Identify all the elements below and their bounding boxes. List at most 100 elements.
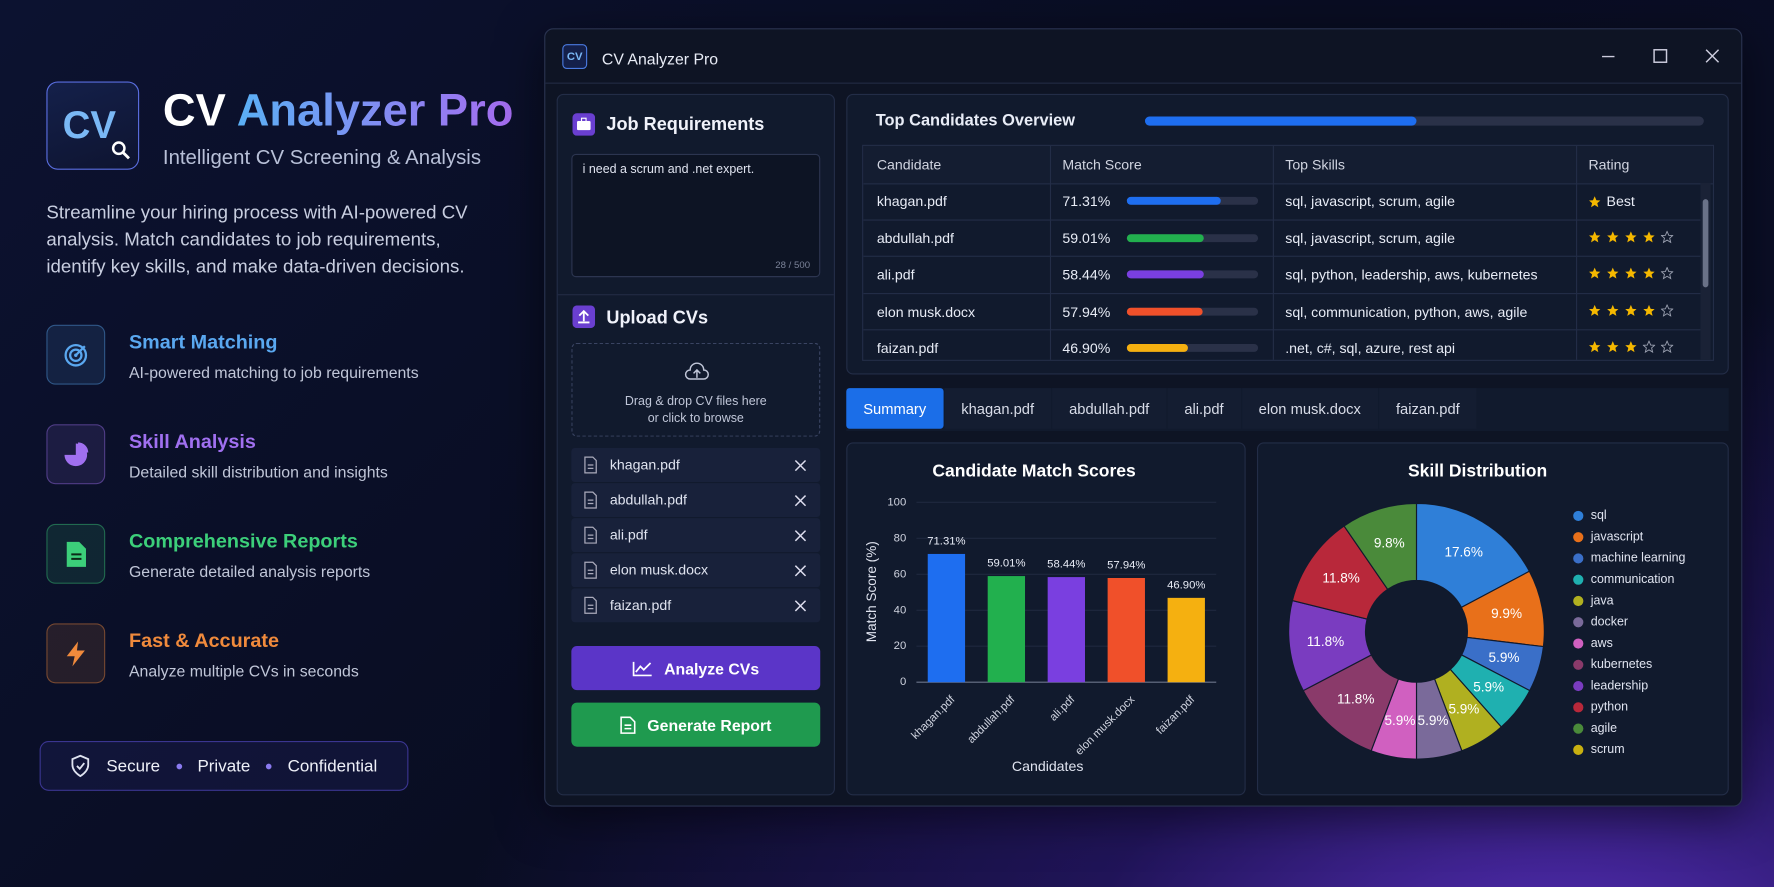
column-divider: [1049, 145, 1052, 360]
file-icon: [584, 526, 597, 544]
top-skills: sql, python, leadership, aws, kubernetes: [1285, 267, 1538, 284]
icon-part: [71, 552, 82, 560]
top-skills: sql, communication, python, aws, agile: [1285, 304, 1528, 320]
rating: [1588, 304, 1674, 317]
score-label: 57.94%: [1062, 304, 1111, 320]
overview-panel: [846, 93, 1729, 375]
tab[interactable]: faizan.pdf: [1378, 388, 1477, 429]
slice-label: 5.9%: [1418, 713, 1449, 728]
progress-track: [1144, 116, 1704, 126]
close[interactable]: [1705, 49, 1720, 63]
tab[interactable]: abdullah.pdf: [1052, 388, 1167, 429]
upload-icon: [572, 305, 596, 329]
legend-swatch: [1573, 510, 1584, 522]
analyze-button[interactable]: Analyze CVs: [571, 646, 821, 691]
feature-title: Fast & Accurate: [128, 629, 279, 652]
rating: Best: [1588, 193, 1635, 209]
remove-file[interactable]: [794, 494, 807, 507]
icon-part: [1589, 230, 1601, 242]
icon-part: [1589, 195, 1601, 207]
feature-description: AI-powered matching to job requirements: [128, 363, 419, 382]
score-bar: [1126, 344, 1189, 353]
column-divider: [1576, 145, 1578, 360]
value-label: 46.90%: [1167, 579, 1205, 591]
tab[interactable]: Summary: [846, 388, 944, 429]
report-button[interactable]: Generate Report: [571, 702, 821, 747]
table-row: faizan.pdf 46.90% .net, c#, sql, azure, re…: [863, 331, 1700, 360]
legend-label: javascript: [1590, 529, 1644, 543]
icon-part: [1589, 341, 1601, 353]
x-tick-label: faizan.pdf: [1154, 693, 1198, 737]
scroll-thumb[interactable]: [1702, 199, 1709, 288]
score-bar: [1126, 307, 1203, 316]
legend-label: python: [1591, 700, 1628, 714]
icon-part: [66, 640, 85, 666]
file-name: ali.pdf: [609, 527, 648, 544]
legend-swatch: [1573, 680, 1584, 692]
report-label: Generate Report: [647, 715, 772, 734]
file-name: abdullah.pdf: [609, 492, 687, 508]
remove-file[interactable]: [794, 600, 807, 612]
upload-title: Upload CVs: [606, 308, 709, 329]
job-title: Job Requirements: [606, 115, 765, 135]
maximize[interactable]: [1653, 49, 1668, 63]
legend-swatch: [1573, 744, 1584, 755]
score-label: 71.31%: [1062, 193, 1111, 210]
tab[interactable]: elon musk.docx: [1241, 388, 1378, 429]
feature-glyph: [66, 640, 85, 666]
badge: Private: [197, 756, 251, 776]
legend-label: agile: [1591, 721, 1617, 735]
window-controls[interactable]: [1595, 45, 1725, 68]
star: [1625, 267, 1637, 279]
file-row: abdullah.pdf: [571, 483, 821, 518]
candidate-name: khagan.pdf: [876, 193, 947, 210]
value-label: 58.44%: [1047, 559, 1085, 571]
icon-part: [71, 754, 90, 778]
star: [1589, 230, 1601, 242]
star: [1660, 304, 1674, 317]
icon-part: [794, 600, 807, 612]
icon-part: [1642, 340, 1656, 354]
tab[interactable]: khagan.pdf: [944, 388, 1052, 429]
icon-part: [64, 343, 88, 367]
cloud-icon: [684, 362, 709, 380]
score-bar: [1126, 270, 1204, 279]
y-tick-label: 80: [894, 532, 907, 544]
table-row: khagan.pdf 71.31% sql, javascript, scrum, …: [863, 183, 1701, 221]
scrollbar[interactable]: [1700, 183, 1711, 360]
icon-part: [584, 526, 597, 544]
feature-glyph: [64, 343, 88, 367]
score-label: 46.90%: [1062, 340, 1111, 357]
icon-part: [794, 459, 807, 472]
slice-label: 5.9%: [1489, 650, 1520, 665]
remove-file[interactable]: [794, 529, 807, 542]
badge: Secure: [106, 756, 161, 776]
tab[interactable]: ali.pdf: [1167, 388, 1241, 429]
feature-description: Detailed skill distribution and insights: [128, 462, 388, 481]
job-textarea[interactable]: [571, 153, 821, 278]
drop-line2: or click to browse: [647, 411, 744, 426]
badge: Confidential: [287, 756, 378, 776]
legend-label: leadership: [1591, 678, 1648, 692]
file-icon: [584, 561, 597, 579]
feature-title: Skill Analysis: [128, 429, 256, 453]
column-divider: [1272, 145, 1274, 360]
icon-part: [584, 456, 597, 474]
icon-part: [1660, 340, 1674, 354]
remove-file[interactable]: [794, 459, 807, 472]
bar: [1167, 597, 1205, 683]
legend-swatch: [1573, 595, 1584, 607]
logo-icon: [111, 141, 130, 160]
legend-label: docker: [1591, 615, 1628, 629]
star: [1589, 304, 1601, 316]
legend-swatch: [1573, 702, 1584, 713]
feature-glyph: [66, 541, 86, 567]
x-tick-label: ali.pdf: [1048, 693, 1078, 723]
slice-label: 9.9%: [1491, 606, 1522, 621]
column-header: Candidate: [876, 157, 942, 174]
drop-zone[interactable]: Drag & drop CV files here or click to bro…: [571, 342, 821, 437]
tabs: Summary khagan.pdf abdullah.pdf ali.pdf elon…: [846, 388, 1729, 432]
remove-file[interactable]: [794, 565, 807, 577]
hero-title-accent: Analyzer Pro: [236, 85, 514, 136]
briefcase-icon: [572, 113, 596, 136]
